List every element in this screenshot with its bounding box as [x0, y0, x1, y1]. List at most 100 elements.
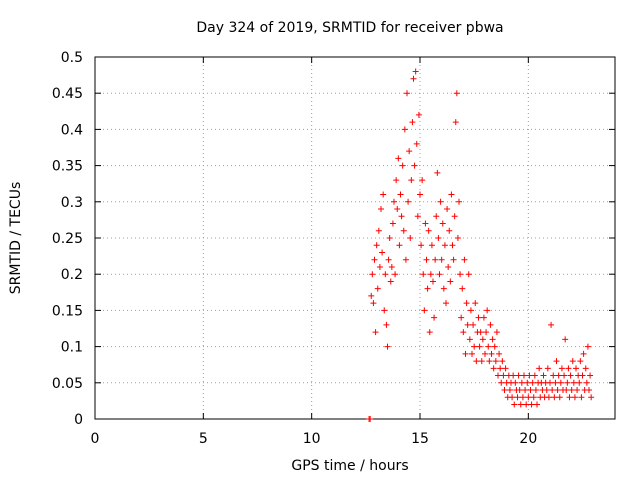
data-point	[578, 394, 585, 401]
data-point	[466, 336, 473, 343]
y-tick-label: 0.35	[52, 159, 83, 175]
data-point	[373, 242, 380, 249]
data-point	[434, 169, 441, 176]
data-point	[433, 213, 440, 220]
data-point	[493, 329, 500, 336]
data-point	[391, 198, 397, 205]
data-point	[471, 343, 478, 350]
data-point	[452, 119, 459, 126]
data-point	[392, 271, 399, 278]
data-point	[566, 394, 573, 401]
data-point	[376, 263, 383, 270]
y-tick-label: 0.25	[52, 231, 83, 247]
y-tick-label: 0.15	[52, 303, 83, 319]
data-point	[467, 307, 474, 314]
data-point	[398, 213, 405, 220]
data-point	[412, 68, 419, 75]
chart-title: Day 324 of 2019, SRMTID for receiver pbw…	[196, 20, 503, 36]
data-point	[436, 271, 443, 278]
y-tick-label: 0.05	[52, 376, 83, 392]
data-point	[389, 220, 396, 227]
data-point	[410, 75, 417, 82]
data-point	[525, 394, 532, 401]
data-point	[515, 372, 522, 379]
data-point	[478, 358, 485, 365]
data-point	[459, 285, 466, 292]
data-point	[408, 177, 415, 184]
data-point	[472, 300, 479, 307]
data-point	[524, 379, 531, 386]
data-point	[484, 307, 491, 314]
y-tick-label: 0.4	[61, 122, 83, 138]
data-point	[479, 336, 486, 343]
data-point	[448, 191, 455, 198]
data-point	[528, 401, 535, 408]
data-point	[511, 401, 518, 408]
data-point	[396, 242, 403, 249]
data-point	[465, 271, 472, 278]
data-point	[470, 321, 477, 328]
data-point	[555, 372, 562, 379]
data-point	[407, 235, 414, 241]
data-point	[497, 365, 504, 372]
data-point	[386, 235, 393, 241]
data-point	[490, 365, 497, 372]
data-point	[445, 263, 452, 270]
data-point	[372, 329, 379, 336]
data-point	[451, 213, 458, 220]
data-point	[587, 372, 594, 379]
x-tick-label: 10	[303, 431, 321, 447]
data-point	[480, 314, 487, 321]
y-tick-label: 0.5	[61, 50, 83, 66]
data-point	[488, 350, 495, 357]
data-point	[423, 256, 430, 263]
data-point	[498, 379, 505, 386]
data-point	[536, 365, 543, 372]
data-point	[580, 350, 587, 357]
data-point	[567, 372, 574, 379]
data-point	[421, 307, 428, 314]
data-point	[496, 350, 503, 357]
data-point	[380, 191, 387, 198]
data-point	[424, 285, 431, 292]
data-point	[521, 372, 527, 379]
data-point	[548, 321, 555, 328]
data-point	[437, 198, 444, 205]
data-point	[586, 387, 592, 394]
data-point	[518, 379, 525, 386]
data-point	[413, 140, 420, 147]
data-point	[415, 111, 422, 118]
data-point	[370, 300, 377, 307]
x-tick-label: 15	[411, 431, 429, 447]
data-point	[456, 198, 462, 205]
data-point	[532, 387, 539, 394]
data-point	[400, 227, 407, 234]
data-point	[427, 271, 434, 278]
y-tick-label: 0.3	[61, 195, 83, 211]
data-point	[381, 307, 388, 314]
data-point	[394, 206, 401, 213]
data-points	[366, 68, 595, 422]
data-point	[449, 242, 456, 249]
data-point	[489, 336, 496, 343]
data-point	[440, 285, 447, 292]
data-point	[551, 394, 558, 401]
data-point	[443, 300, 449, 307]
data-point	[491, 343, 498, 350]
data-point	[461, 256, 468, 263]
data-point	[414, 213, 421, 220]
data-point	[584, 343, 591, 350]
data-point	[545, 394, 552, 401]
data-point	[544, 365, 551, 372]
data-point	[393, 177, 400, 184]
data-point	[384, 343, 391, 350]
data-point	[422, 220, 429, 227]
data-point	[571, 394, 578, 401]
data-point	[582, 365, 589, 372]
data-point	[460, 329, 467, 336]
data-point	[547, 379, 553, 386]
data-point	[399, 162, 406, 169]
data-point	[402, 256, 409, 263]
data-point	[576, 379, 583, 386]
